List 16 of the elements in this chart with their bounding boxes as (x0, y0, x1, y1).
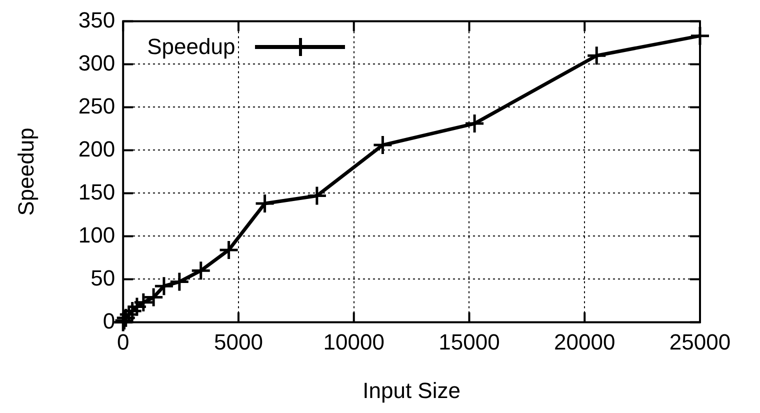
x-tick-label: 15000 (438, 329, 500, 354)
legend-label: Speedup (147, 34, 236, 60)
y-tick-label: 50 (90, 265, 116, 290)
x-axis-title: Input Size (362, 378, 460, 403)
y-tick-label: 350 (78, 7, 116, 32)
x-tick-label: 5000 (214, 329, 263, 354)
y-tick-label: 300 (78, 50, 116, 76)
y-tick-label: 250 (78, 93, 116, 118)
x-tick-label: 25000 (669, 329, 731, 354)
x-tick-label: 10000 (323, 329, 384, 354)
y-tick-label: 100 (78, 222, 116, 248)
y-tick-label: 150 (78, 179, 116, 204)
y-axis-title: Speedup (13, 128, 38, 216)
y-tick-label: 200 (78, 136, 116, 162)
y-tick-label: 0 (102, 308, 116, 334)
x-tick-label: 20000 (554, 329, 616, 354)
